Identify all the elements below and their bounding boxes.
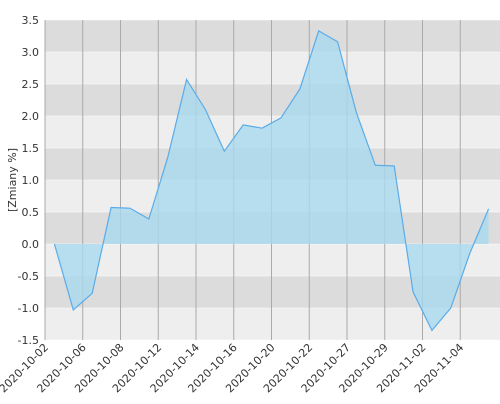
y-tick-label: 0.5 <box>22 206 40 219</box>
y-tick-label: 3.5 <box>22 14 40 27</box>
y-tick-label: 2.0 <box>22 110 40 123</box>
y-tick-label: -0.5 <box>18 270 39 283</box>
grid-band <box>45 20 500 52</box>
y-tick-label: 1.0 <box>22 174 40 187</box>
y-tick-label: 1.5 <box>22 142 40 155</box>
grid-band <box>45 52 500 84</box>
line <box>53 29 490 332</box>
area <box>54 30 489 331</box>
grid-band <box>45 84 500 116</box>
y-tick-label: -1.5 <box>18 334 39 347</box>
y-tick-label: 2.5 <box>22 78 40 91</box>
y-tick-label: -1.0 <box>18 302 39 315</box>
y-axis-label: [Zmiany %] <box>6 148 19 212</box>
y-tick-label: 0.0 <box>22 238 40 251</box>
y-tick-label: 3.0 <box>22 46 40 59</box>
